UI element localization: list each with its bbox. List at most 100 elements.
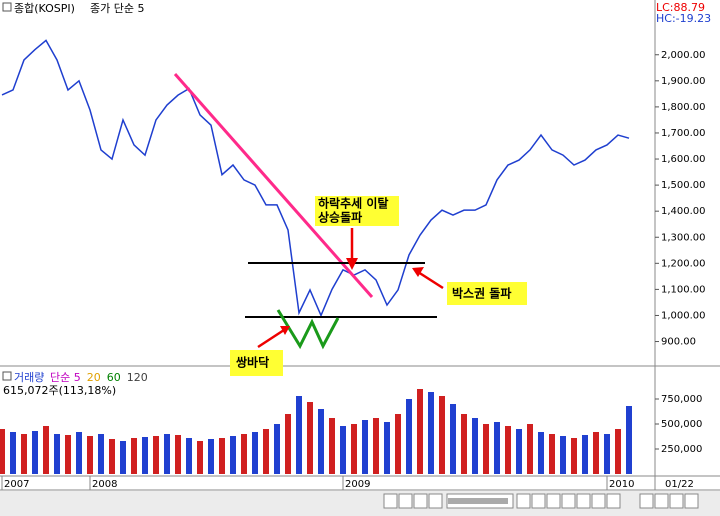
volume-bar bbox=[439, 396, 445, 474]
volume-bar bbox=[549, 434, 555, 474]
volume-bar bbox=[197, 441, 203, 474]
ma-legend: 20 bbox=[87, 371, 101, 384]
volume-bar bbox=[362, 420, 368, 474]
volume-bar bbox=[208, 439, 214, 474]
y-tick-label: 2,000.00 bbox=[661, 50, 706, 61]
volume-bar bbox=[461, 414, 467, 474]
button[interactable] bbox=[591, 493, 606, 509]
volume-bar bbox=[263, 429, 269, 474]
volume-bar bbox=[505, 426, 511, 474]
button[interactable] bbox=[531, 493, 546, 509]
button[interactable] bbox=[398, 493, 413, 509]
volume-bar bbox=[527, 424, 533, 474]
volume-bar bbox=[43, 426, 49, 474]
volume-bar bbox=[384, 422, 390, 474]
panel-icon bbox=[2, 2, 12, 12]
ma-legend: 60 bbox=[107, 371, 121, 384]
volume-bar bbox=[142, 437, 148, 474]
x-tick-label: 2007 bbox=[4, 479, 29, 490]
y-tick-label: 1,000.00 bbox=[661, 310, 706, 321]
volume-bar bbox=[450, 404, 456, 474]
price-line bbox=[1, 39, 630, 318]
button[interactable] bbox=[669, 493, 684, 509]
indicator: HC:-19.23 bbox=[656, 12, 711, 25]
volume-bar bbox=[373, 418, 379, 474]
volume-bar bbox=[417, 389, 423, 474]
volume-bar bbox=[494, 422, 500, 474]
volume-bar bbox=[32, 431, 38, 474]
volume-bar bbox=[219, 438, 225, 474]
panel-icon bbox=[2, 371, 12, 381]
ma-legend: 120 bbox=[127, 371, 148, 384]
volume-bar bbox=[186, 438, 192, 474]
volume-bar bbox=[274, 424, 280, 474]
chart-subtitle: 종가 단순 5 bbox=[90, 2, 144, 15]
y-tick-label: 1,700.00 bbox=[661, 128, 706, 139]
volume-bar bbox=[329, 418, 335, 474]
annotation-box bbox=[447, 282, 527, 305]
y-tick-label: 1,100.00 bbox=[661, 284, 706, 295]
button[interactable] bbox=[561, 493, 576, 509]
y-tick-label: 1,200.00 bbox=[661, 258, 706, 269]
y-tick-label: 1,900.00 bbox=[661, 76, 706, 87]
volume-bar bbox=[230, 436, 236, 474]
chart-title: 종합(KOSPI) bbox=[14, 2, 75, 15]
volume-bar bbox=[131, 438, 137, 474]
volume-bar bbox=[76, 432, 82, 474]
button[interactable] bbox=[684, 493, 699, 509]
volume-bar bbox=[241, 434, 247, 474]
volume-bar bbox=[296, 396, 302, 474]
arrow bbox=[417, 270, 444, 290]
volume-bar bbox=[538, 432, 544, 474]
volume-bar bbox=[0, 429, 5, 474]
x-last-date: 01/22 bbox=[665, 479, 694, 490]
y-tick-label: 500,000 bbox=[661, 419, 702, 430]
y-tick-label: 1,300.00 bbox=[661, 232, 706, 243]
trend-line bbox=[173, 73, 374, 298]
arrow-head bbox=[346, 258, 358, 270]
volume-bar bbox=[164, 434, 170, 474]
volume-last: 615,072주(113,18%) bbox=[3, 384, 116, 397]
annotation: 상승돌파 bbox=[318, 210, 362, 225]
volume-bar bbox=[120, 441, 126, 474]
y-tick-label: 1,400.00 bbox=[661, 206, 706, 217]
volume-bar bbox=[516, 429, 522, 474]
x-tick-label: 2009 bbox=[345, 479, 370, 490]
volume-bar bbox=[175, 435, 181, 474]
button[interactable] bbox=[639, 493, 654, 509]
volume-bar bbox=[65, 435, 71, 474]
volume-bar bbox=[21, 434, 27, 474]
button[interactable] bbox=[428, 493, 443, 509]
y-tick-label: 250,000 bbox=[661, 444, 702, 455]
button[interactable] bbox=[654, 493, 669, 509]
volume-bar bbox=[285, 414, 291, 474]
annotation-box bbox=[230, 350, 283, 376]
y-tick-label: 900.00 bbox=[661, 337, 696, 348]
volume-bar bbox=[483, 424, 489, 474]
volume-bar bbox=[340, 426, 346, 474]
button[interactable] bbox=[606, 493, 621, 509]
button[interactable] bbox=[576, 493, 591, 509]
button[interactable] bbox=[546, 493, 561, 509]
volume-bar bbox=[10, 432, 16, 474]
volume-bar bbox=[252, 432, 258, 474]
button[interactable] bbox=[516, 493, 531, 509]
volume-bar bbox=[615, 429, 621, 474]
y-tick-label: 750,000 bbox=[661, 394, 702, 405]
annotation: 하락추세 이탈 bbox=[318, 196, 388, 211]
ma-legend: 단순 5 bbox=[50, 371, 81, 384]
volume-bar bbox=[560, 436, 566, 474]
w-pattern bbox=[276, 309, 340, 350]
button[interactable] bbox=[383, 493, 398, 509]
y-tick-label: 1,500.00 bbox=[661, 180, 706, 191]
annotation-box bbox=[315, 196, 399, 226]
button[interactable] bbox=[413, 493, 428, 509]
volume-bar bbox=[307, 402, 313, 474]
annotation: 쌍바닥 bbox=[236, 355, 269, 370]
volume-bar bbox=[87, 436, 93, 474]
volume-title: 거래량 bbox=[14, 371, 44, 384]
arrow-head bbox=[412, 267, 424, 277]
volume-bar bbox=[54, 434, 60, 474]
annotation: 박스권 돌파 bbox=[452, 286, 511, 301]
